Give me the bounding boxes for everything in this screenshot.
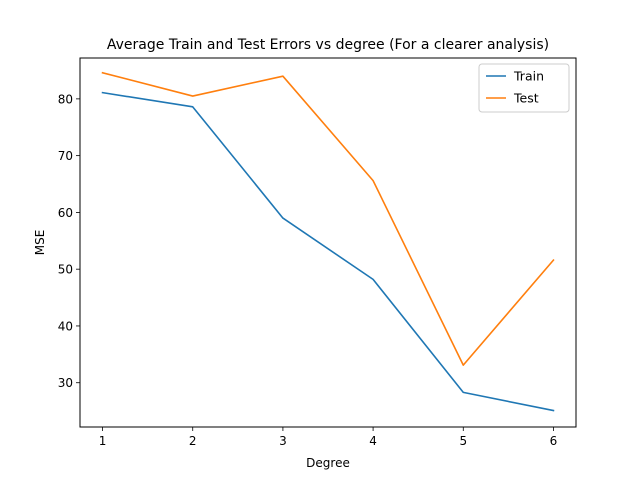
x-tick-label: 4: [369, 434, 377, 448]
x-tick-label: 3: [279, 434, 287, 448]
y-tick-label: 60: [58, 206, 73, 220]
y-tick-label: 70: [58, 149, 73, 163]
legend: Train Test: [478, 63, 570, 113]
y-tick-label: 50: [58, 263, 73, 277]
x-tick-label: 1: [99, 434, 107, 448]
legend-label-test: Test: [513, 91, 539, 106]
series-layer: [101, 71, 555, 412]
y-tick-label: 80: [58, 92, 73, 106]
x-tick-label: 2: [189, 434, 197, 448]
x-tick-label: 5: [459, 434, 467, 448]
series-line-test: [101, 71, 555, 366]
legend-items: Train Test: [486, 69, 544, 106]
x-axis-ticks: 1 2 3 4 5 6: [99, 427, 558, 448]
legend-label-train: Train: [513, 69, 544, 84]
x-tick-label: 6: [550, 434, 558, 448]
y-axis-ticks: 30 40 50 60 70 80: [58, 92, 80, 390]
y-tick-label: 40: [58, 319, 73, 333]
y-tick-label: 30: [58, 376, 73, 390]
x-axis-label: Degree: [306, 456, 350, 470]
plot-frame: [79, 57, 577, 428]
series-line-train: [101, 91, 555, 412]
y-axis-label: MSE: [33, 230, 47, 256]
plot-area: 1 2 3 4 5 6 30 40 50 60 70 80: [58, 57, 577, 448]
chart-title: Average Train and Test Errors vs degree …: [107, 37, 549, 53]
